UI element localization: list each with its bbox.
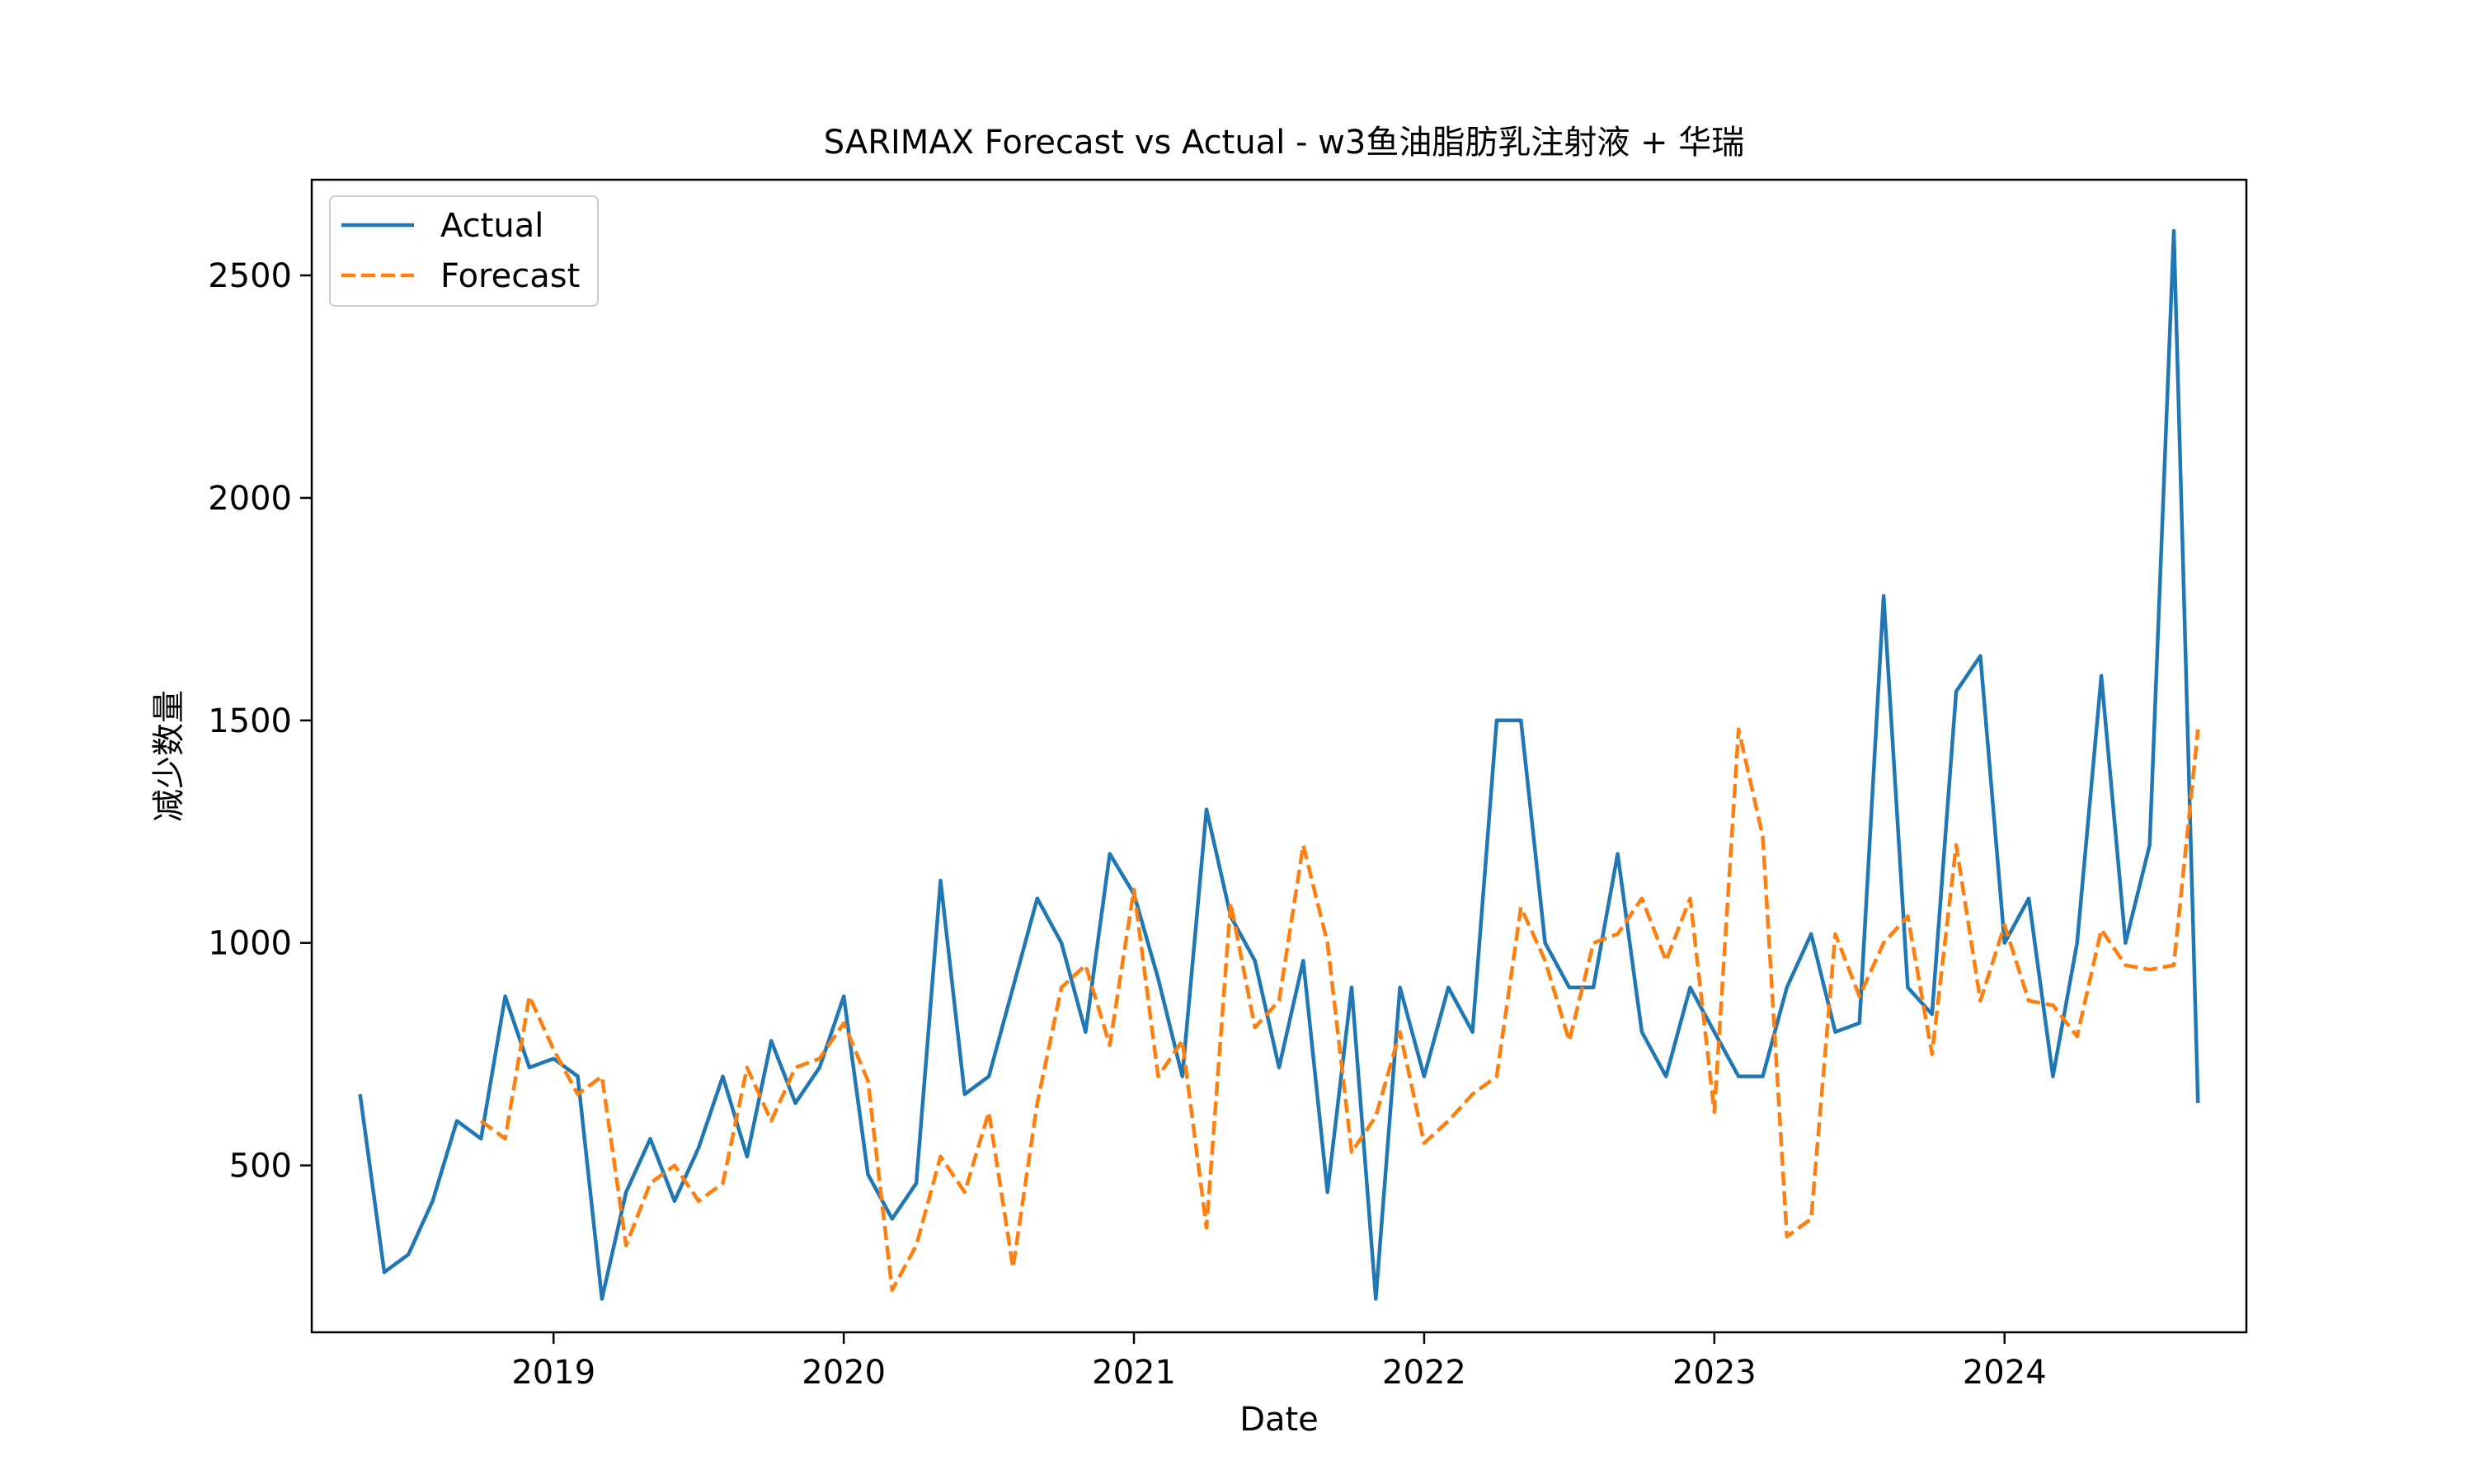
legend-actual-label: Actual (440, 207, 543, 245)
x-tick-label-2020: 2020 (802, 1354, 886, 1392)
plot-frame (310, 178, 2248, 1334)
x-tick-label-2019: 2019 (511, 1354, 595, 1392)
x-tick-label-2023: 2023 (1672, 1354, 1757, 1392)
x-axis-label: Date (1239, 1401, 1319, 1439)
y-tick-label-500: 500 (229, 1148, 292, 1186)
y-axis-label: 减少数量 (150, 690, 188, 822)
y-tick-label-2000: 2000 (208, 480, 292, 518)
y-tick-label-1000: 1000 (208, 925, 292, 963)
y-tick-label-2500: 2500 (208, 257, 292, 295)
legend-forecast-label: Forecast (440, 257, 580, 295)
plot-area: 2019 2020 2021 2022 2023 2024 500 1000 1500 2000 2… (208, 228, 2200, 1392)
x-tick-label-2022: 2022 (1382, 1354, 1466, 1392)
series-line-actual (358, 228, 2200, 1301)
chart-title: SARIMAX Forecast vs Actual - w3鱼油脂肪乳注射液 … (824, 124, 1745, 162)
x-tick-label-2024: 2024 (1963, 1354, 2047, 1392)
y-tick-label-1500: 1500 (208, 702, 292, 740)
series-line-forecast (479, 727, 2200, 1292)
x-tick-label-2021: 2021 (1092, 1354, 1176, 1392)
legend: Actual Forecast (329, 195, 599, 307)
